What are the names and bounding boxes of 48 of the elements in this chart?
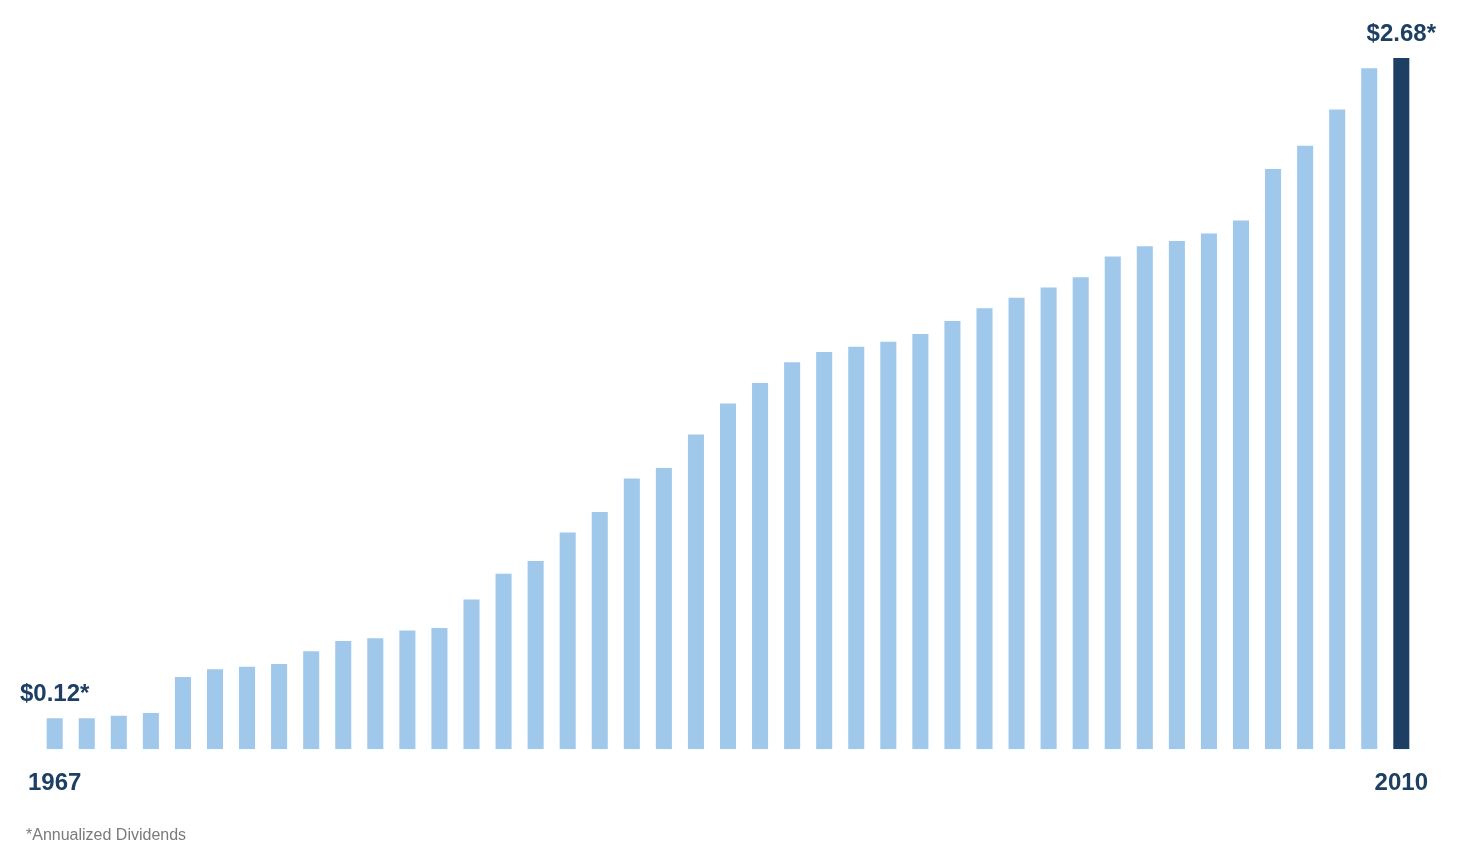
bar: [784, 362, 801, 750]
bar: [559, 532, 576, 750]
data-label: $0.12*: [19, 678, 91, 706]
bar: [1265, 168, 1282, 750]
bar: [1297, 145, 1314, 750]
bar: [174, 676, 191, 750]
bar: [303, 651, 320, 750]
bar: [687, 434, 704, 750]
text: *Annualized Dividends: [26, 826, 188, 844]
bar: [1329, 109, 1346, 750]
bar: [1361, 68, 1378, 750]
bar: [976, 308, 993, 750]
bar: [271, 664, 288, 750]
bar: [206, 669, 224, 750]
bar: [1072, 277, 1089, 750]
bar: [142, 713, 159, 750]
bar: [110, 715, 127, 750]
data-label: $2.68*: [1366, 18, 1437, 46]
bar: [591, 511, 608, 750]
bar: [1040, 287, 1057, 750]
bar: [623, 478, 640, 750]
bar: [1136, 246, 1153, 750]
bar: [335, 640, 352, 750]
x-tick-label: 2010: [1374, 768, 1429, 796]
bar: [752, 382, 769, 750]
bar: [1232, 220, 1250, 750]
bar: [495, 573, 512, 750]
bar: [816, 352, 833, 750]
bar: [1104, 256, 1121, 750]
bar: [78, 718, 95, 750]
bar: [527, 560, 544, 750]
x-tick-label: 1967: [27, 768, 82, 796]
bar: [399, 630, 416, 750]
bar: [431, 627, 448, 750]
bar: [367, 638, 384, 750]
bar: [944, 321, 961, 750]
bar: [239, 666, 256, 750]
bar: [912, 333, 929, 750]
bar: [1008, 297, 1025, 750]
bar: [463, 599, 480, 750]
bar: [46, 718, 63, 750]
bar: [655, 468, 672, 750]
bar: [1393, 58, 1410, 750]
bar: [848, 346, 865, 750]
bar: [1168, 241, 1185, 750]
bar: [880, 341, 897, 750]
bar: [719, 403, 737, 750]
bar: [1200, 233, 1217, 750]
